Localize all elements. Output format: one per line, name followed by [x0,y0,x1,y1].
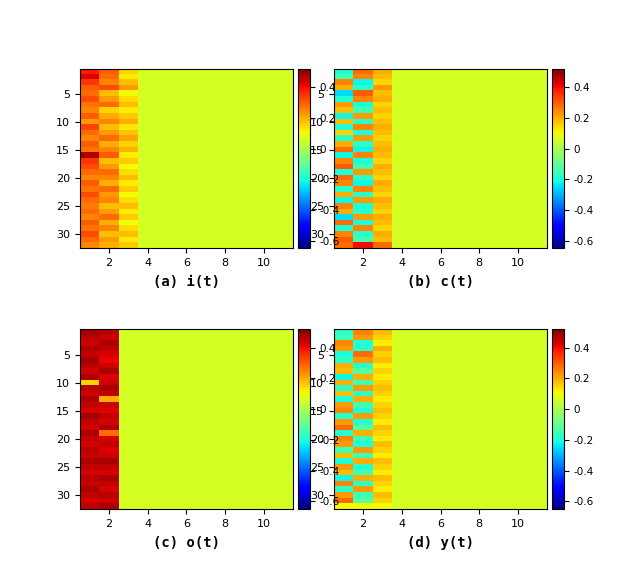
X-axis label: (d) y(t): (d) y(t) [407,536,474,550]
X-axis label: (a) i(t): (a) i(t) [153,275,220,289]
X-axis label: (b) c(t): (b) c(t) [407,275,474,289]
X-axis label: (c) o(t): (c) o(t) [153,536,220,550]
